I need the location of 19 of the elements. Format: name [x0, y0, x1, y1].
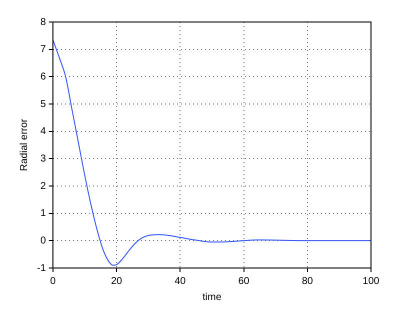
x-tick-label: 20	[110, 276, 123, 287]
y-tick-label: 2	[40, 180, 46, 192]
y-axis-title: Radial error	[18, 118, 30, 172]
y-tick-label: -1	[36, 262, 46, 274]
y-tick-label: 7	[40, 44, 46, 56]
y-tick-label: 5	[40, 98, 46, 110]
x-tick-label: 80	[302, 276, 314, 287]
y-tick-label: 3	[40, 153, 46, 164]
y-tick-label: 6	[40, 71, 46, 82]
x-tick-label: 40	[174, 276, 186, 287]
y-tick-label: 4	[40, 126, 46, 138]
y-tick-label: 8	[40, 16, 46, 28]
y-tick-label: 0	[40, 235, 46, 246]
line-series	[52, 39, 371, 266]
y-tick-label: 1	[40, 208, 46, 220]
x-tick-label: 0	[50, 276, 56, 287]
x-axis-title: time	[202, 292, 222, 303]
x-tick-label: 60	[238, 276, 250, 287]
x-tick-label: 100	[362, 276, 380, 287]
